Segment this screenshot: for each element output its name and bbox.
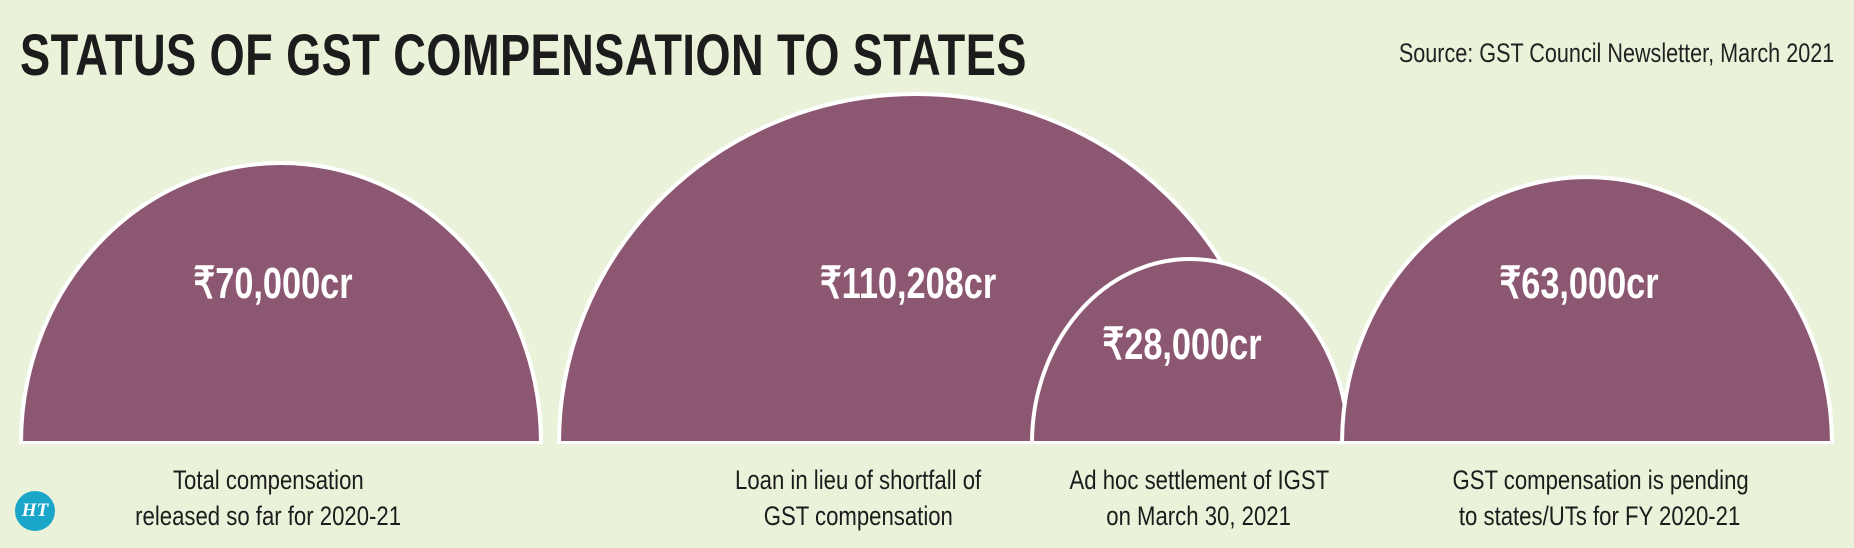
value-label-1: ₹110,208cr xyxy=(820,259,996,308)
ht-logo: HT xyxy=(15,491,55,531)
source-note: Source: GST Council Newsletter, March 20… xyxy=(1398,38,1834,68)
item-label-1: Loan in lieu of shortfall of GST compensa… xyxy=(734,465,982,531)
semicircle-2 xyxy=(1029,257,1351,445)
item-label-0: Total compensation released so far for 20… xyxy=(135,465,401,531)
item-label-3: GST compensation is pending to states/UTs… xyxy=(1452,465,1749,531)
value-label-0: ₹70,000cr xyxy=(193,259,352,308)
value-label-3: ₹63,000cr xyxy=(1499,259,1658,308)
value-label-2: ₹28,000cr xyxy=(1102,320,1261,369)
chart-title: STATUS OF GST COMPENSATION TO STATES xyxy=(20,23,1027,88)
item-label-2: Ad hoc settlement of IGST on March 30, 20… xyxy=(1069,465,1329,531)
semicircle-0 xyxy=(18,161,544,445)
semicircle-3 xyxy=(1339,175,1835,445)
baseline-mask xyxy=(0,444,1854,450)
